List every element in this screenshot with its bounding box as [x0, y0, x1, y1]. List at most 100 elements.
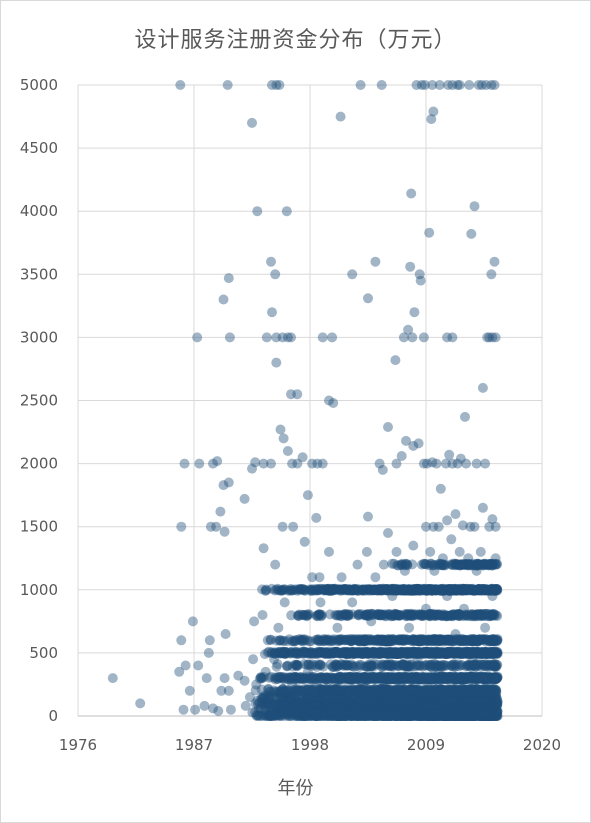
data-point	[443, 711, 454, 721]
data-point	[469, 711, 480, 721]
data-point	[336, 710, 347, 721]
data-point	[283, 711, 294, 721]
data-point	[257, 711, 268, 721]
data-point	[395, 711, 406, 721]
data-point	[369, 711, 380, 721]
data-point	[335, 711, 346, 721]
data-point	[489, 708, 499, 719]
data-point	[452, 707, 463, 718]
data-point	[296, 711, 307, 721]
data-point	[332, 709, 342, 720]
data-point	[439, 711, 450, 721]
data-point	[478, 710, 489, 721]
data-point	[261, 711, 271, 721]
data-point	[463, 711, 474, 721]
data-point	[476, 706, 487, 716]
data-point	[392, 711, 403, 721]
data-point	[426, 707, 437, 718]
data-point	[297, 711, 308, 721]
data-point	[370, 709, 381, 720]
data-point	[465, 707, 476, 718]
data-point	[438, 708, 449, 719]
data-point	[305, 711, 315, 721]
data-point	[398, 708, 409, 719]
data-point	[401, 711, 411, 721]
data-point	[379, 709, 390, 720]
data-point	[363, 707, 374, 718]
data-point	[381, 711, 392, 721]
data-point	[332, 711, 343, 721]
data-point	[492, 711, 503, 721]
data-point	[422, 709, 433, 720]
data-point	[354, 708, 365, 719]
data-point	[484, 711, 495, 721]
data-point	[492, 711, 502, 721]
data-point	[486, 708, 497, 718]
data-point	[437, 708, 448, 718]
data-point	[489, 707, 500, 718]
data-point	[437, 704, 448, 715]
data-point	[366, 660, 376, 671]
data-point	[286, 711, 297, 721]
data-point	[409, 711, 420, 721]
data-point	[432, 706, 443, 717]
data-point	[352, 711, 363, 721]
data-point	[310, 708, 321, 719]
data-point	[428, 711, 439, 721]
data-point	[311, 710, 322, 721]
data-point	[328, 708, 339, 719]
data-point	[432, 711, 443, 721]
data-point	[284, 708, 295, 719]
data-point	[332, 709, 343, 720]
data-point	[405, 710, 416, 721]
data-point	[455, 706, 466, 717]
data-point	[477, 711, 488, 721]
data-point	[404, 711, 415, 721]
data-point	[371, 711, 382, 721]
data-point	[476, 711, 487, 721]
data-point	[427, 711, 438, 721]
data-point	[300, 706, 311, 717]
data-point	[466, 704, 476, 715]
data-point	[445, 711, 456, 721]
data-point	[429, 711, 440, 721]
data-point	[384, 707, 395, 718]
data-point	[469, 705, 480, 716]
data-point	[365, 711, 376, 721]
data-point	[445, 709, 456, 720]
data-point	[427, 706, 438, 717]
data-point	[429, 711, 440, 721]
data-point	[447, 706, 457, 717]
data-point	[465, 706, 475, 717]
data-point	[441, 709, 452, 720]
data-point	[281, 707, 292, 718]
data-point	[438, 711, 449, 721]
data-point	[446, 707, 457, 718]
data-point	[361, 706, 372, 717]
data-point	[295, 711, 305, 721]
data-point	[486, 711, 497, 721]
data-point	[322, 711, 333, 721]
data-points	[107, 80, 503, 721]
data-point	[479, 706, 490, 717]
data-point	[420, 706, 431, 717]
data-point	[360, 709, 371, 720]
data-point	[304, 711, 315, 721]
data-point	[388, 706, 399, 717]
data-point	[454, 711, 465, 721]
data-point	[457, 709, 468, 719]
data-point	[480, 659, 491, 670]
data-point	[460, 711, 471, 721]
data-point	[342, 706, 353, 717]
data-point	[419, 711, 429, 721]
data-point	[452, 709, 463, 720]
data-point	[398, 711, 409, 721]
data-point	[331, 709, 342, 719]
data-point	[312, 707, 323, 718]
data-point	[372, 711, 383, 721]
data-point	[392, 711, 403, 721]
data-point	[442, 711, 453, 721]
data-point	[301, 711, 312, 721]
data-point	[359, 710, 370, 721]
data-point	[444, 706, 455, 717]
